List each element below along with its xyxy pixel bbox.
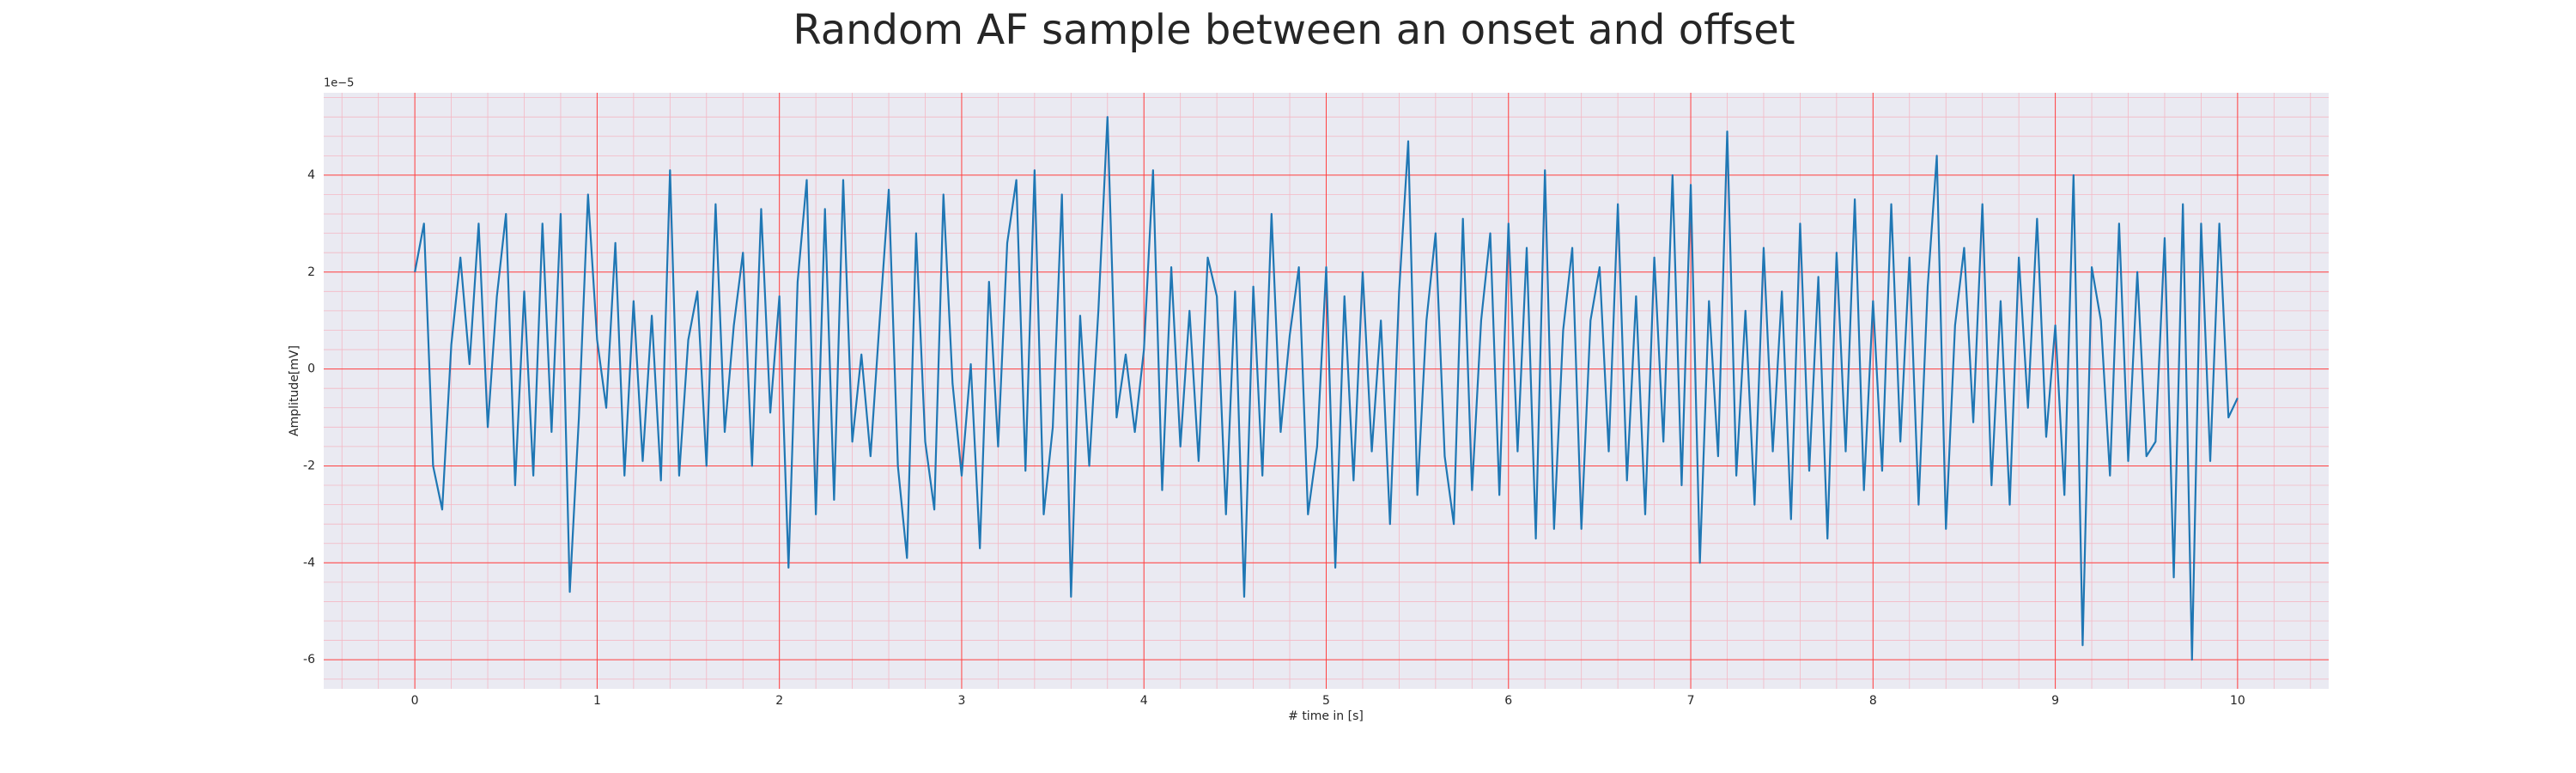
grid [324, 93, 2329, 689]
x-tick-label: 8 [1869, 694, 1877, 708]
x-tick-label: 7 [1687, 694, 1695, 708]
x-tick-label: 2 [775, 694, 783, 708]
x-tick-label: 3 [957, 694, 965, 708]
y-axis-label: Amplitude[mV] [288, 345, 301, 436]
y-tick-label: -2 [303, 459, 315, 472]
x-tick-label: 1 [593, 694, 601, 708]
y-tick-label: -6 [303, 653, 315, 666]
y-tick-label: 2 [307, 265, 315, 279]
data-line [414, 116, 2239, 661]
y-offset-label: 1e−5 [324, 77, 354, 90]
y-tick-label: 4 [307, 168, 315, 182]
y-tick-label: -4 [303, 556, 315, 569]
y-tick-label: 0 [307, 362, 315, 376]
x-tick-label: 0 [411, 694, 419, 708]
x-tick-label: 4 [1140, 694, 1148, 708]
x-tick-label: 9 [2051, 694, 2059, 708]
x-tick-label: 5 [1322, 694, 1330, 708]
x-axis-label: # time in [s] [1288, 709, 1364, 723]
x-tick-label: 6 [1504, 694, 1512, 708]
plot-area [414, 116, 2239, 661]
x-tick-label: 10 [2230, 694, 2245, 708]
chart-title: Random AF sample between an onset and of… [793, 6, 1795, 54]
